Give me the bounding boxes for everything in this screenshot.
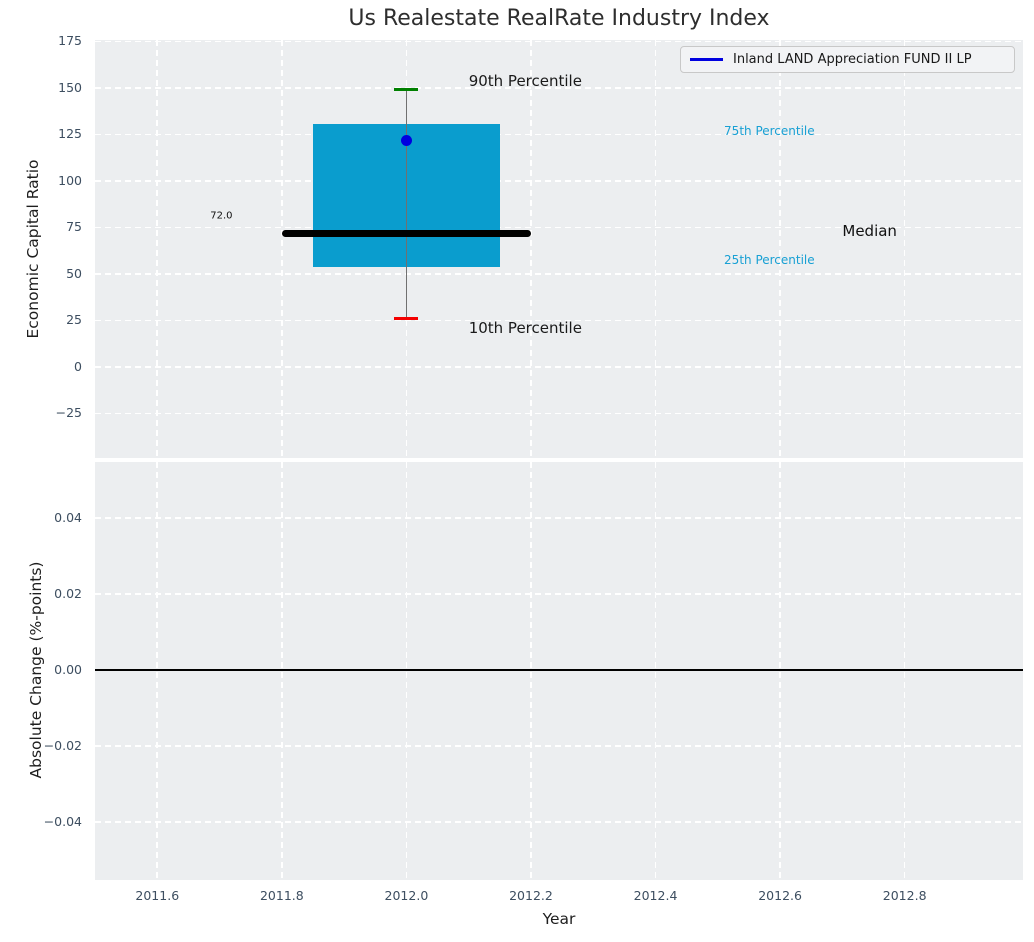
annotation-75th-percentile: 75th Percentile	[724, 123, 815, 138]
fund-value-dot	[400, 134, 412, 146]
zero-line	[95, 668, 1023, 671]
annotation-10th-percentile: 10th Percentile	[468, 318, 582, 337]
y-tick-label-top: 150	[58, 79, 82, 95]
gridline-vertical	[281, 40, 283, 458]
annotation-median: Median	[842, 222, 897, 241]
annotation-25th-percentile: 25th Percentile	[724, 252, 815, 267]
legend-label: Inland LAND Appreciation FUND II LP	[733, 52, 972, 67]
y-tick-label-top: 100	[58, 172, 82, 188]
gridline-vertical	[530, 462, 532, 880]
y-tick-label-top: 50	[66, 265, 82, 281]
x-tick-label: 2011.8	[259, 888, 304, 903]
median-line	[281, 229, 531, 237]
gridline-horizontal	[95, 412, 1023, 415]
y-tick-label-top: 125	[58, 126, 82, 142]
gridline-horizontal	[95, 40, 1023, 43]
gridline-vertical	[405, 462, 408, 880]
gridline-vertical	[654, 40, 657, 458]
y-tick-label-top: 25	[66, 312, 82, 328]
y-tick-label-top: 175	[58, 33, 82, 49]
gridline-vertical	[903, 40, 906, 458]
x-tick-label: 2012.8	[882, 888, 927, 903]
annotation-72-0: 72.0	[210, 210, 233, 222]
whisker-cap-10th	[394, 317, 419, 321]
gridline-vertical	[156, 40, 159, 458]
top-plot-area: 90th Percentile 10th Percentile 75th Perce…	[95, 40, 1023, 458]
gridline-vertical	[654, 462, 657, 880]
gridline-horizontal	[95, 319, 1023, 322]
gridline-vertical	[530, 40, 532, 458]
y-tick-label-top: 0	[74, 358, 82, 374]
gridline-horizontal	[95, 180, 1023, 182]
y-tick-label-top: −25	[55, 405, 82, 421]
gridline-horizontal	[95, 821, 1023, 823]
bottom-plot-area	[95, 462, 1023, 880]
gridline-horizontal	[95, 226, 1023, 229]
chart-title: Us Realestate RealRate Industry Index	[348, 6, 770, 31]
y-tick-label-top: 75	[66, 219, 82, 235]
gridline-vertical	[779, 40, 781, 458]
whisker-line	[405, 89, 408, 319]
y-tick-label-bottom: 0.00	[54, 661, 82, 677]
x-tick-label: 2012.4	[633, 888, 678, 903]
gridline-horizontal	[95, 745, 1023, 747]
gridline-vertical	[903, 462, 906, 880]
x-tick-label: 2012.0	[384, 888, 429, 903]
y-tick-label-bottom: 0.04	[54, 509, 82, 525]
gridline-horizontal	[95, 366, 1023, 368]
gridline-horizontal	[95, 273, 1023, 275]
x-tick-label: 2011.6	[135, 888, 180, 903]
legend: Inland LAND Appreciation FUND II LP	[680, 46, 1015, 73]
gridline-horizontal	[95, 593, 1023, 595]
gridline-vertical	[779, 462, 781, 880]
gridline-vertical	[156, 462, 159, 880]
legend-line-swatch	[690, 58, 723, 61]
gridline-horizontal	[95, 87, 1023, 89]
annotation-90th-percentile: 90th Percentile	[468, 71, 582, 90]
x-axis-label: Year	[542, 910, 576, 928]
y-tick-label-bottom: 0.02	[54, 585, 82, 601]
x-tick-label: 2012.6	[758, 888, 802, 903]
y-tick-label-bottom: −0.04	[43, 813, 82, 829]
y-tick-label-bottom: −0.02	[43, 737, 82, 753]
whisker-cap-90th	[394, 88, 419, 92]
gridline-horizontal	[95, 517, 1023, 519]
gridline-horizontal	[95, 133, 1023, 136]
gridline-vertical	[281, 462, 283, 880]
x-tick-label: 2012.2	[509, 888, 553, 903]
